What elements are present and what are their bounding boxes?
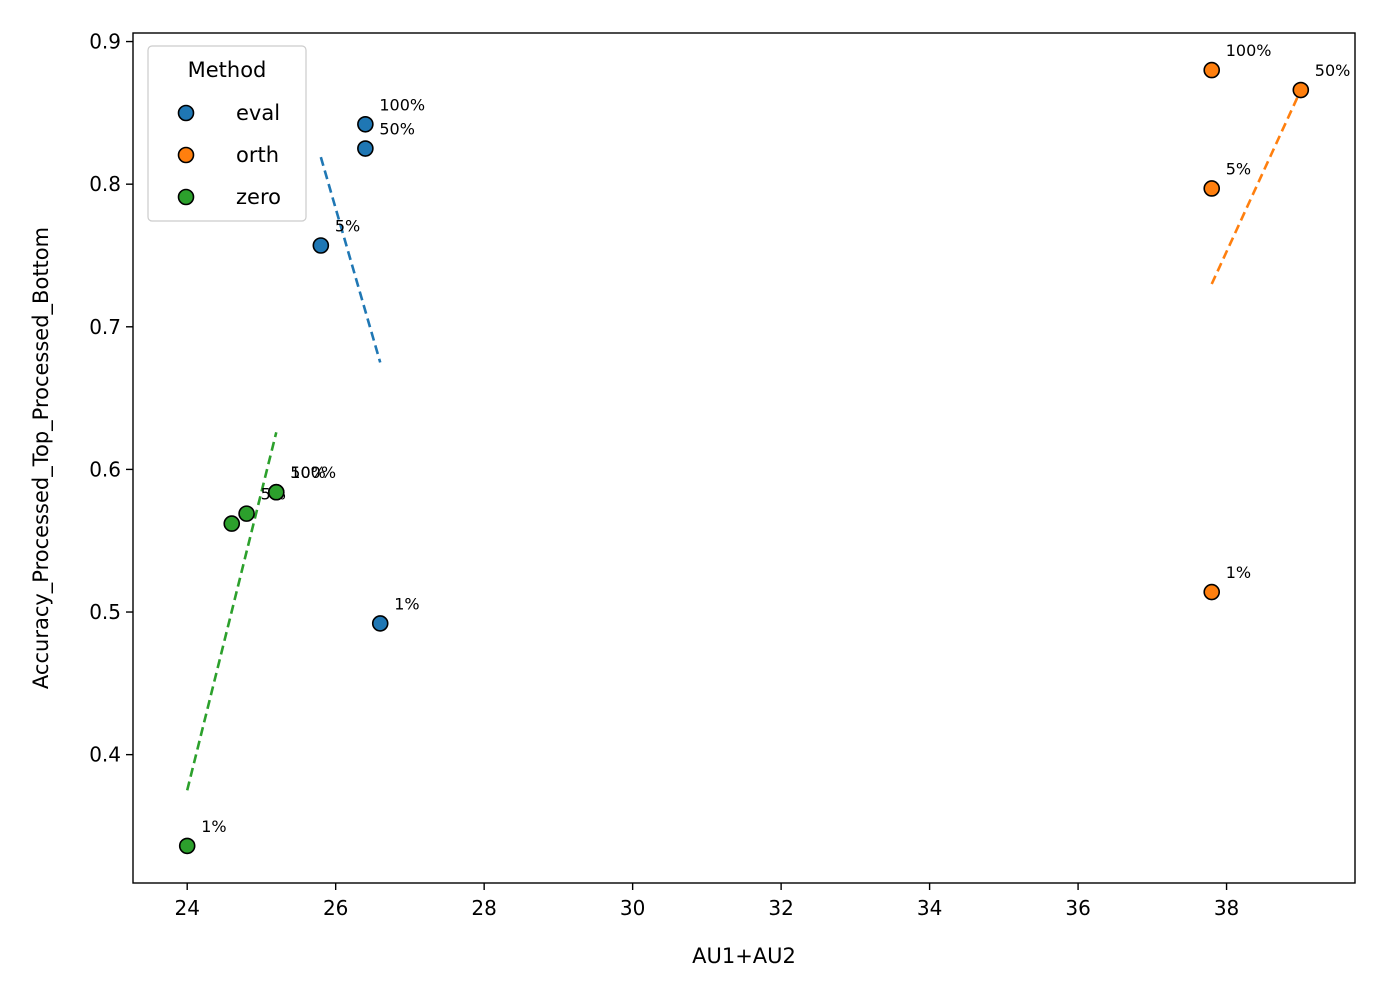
trend-line-zero	[185, 432, 278, 791]
point-label: 1%	[394, 594, 419, 613]
point-label: 50%	[290, 463, 326, 482]
trend-line-eval	[319, 156, 382, 363]
data-point	[1203, 180, 1221, 197]
y-tick-label: 0.6	[89, 457, 121, 481]
point-label: 100%	[1226, 41, 1272, 60]
x-tick-label: 28	[471, 896, 496, 920]
x-tick-label: 30	[620, 896, 645, 920]
legend-title: Method	[188, 58, 267, 82]
point-label: 5%	[335, 217, 360, 236]
x-tick-label: 34	[917, 896, 942, 920]
x-tick-label: 38	[1214, 896, 1239, 920]
point-label: 100%	[379, 95, 425, 114]
point-label: 50%	[1315, 61, 1351, 80]
y-tick-label: 0.8	[89, 172, 121, 196]
data-point	[357, 140, 374, 157]
data-point	[1203, 61, 1221, 79]
x-axis-label: AU1+AU2	[692, 944, 796, 968]
x-tick-label: 32	[768, 896, 793, 920]
y-axis: 0.4 0.5 0.6 0.7 0.8 0.9	[89, 30, 133, 767]
point-label: 100%	[290, 463, 336, 482]
legend-entries: eval orth zero	[177, 101, 281, 209]
data-point	[312, 237, 330, 254]
legend-marker	[177, 188, 195, 206]
trend-line-orth	[1210, 89, 1302, 285]
y-tick-label: 0.4	[89, 743, 121, 767]
legend-box	[147, 45, 307, 222]
legend: Method eval orth zero	[147, 45, 307, 222]
legend-label: orth	[236, 143, 279, 167]
series-zero: 1%5%50%100%	[178, 432, 336, 855]
point-label: 50%	[379, 120, 415, 139]
y-tick-label: 0.9	[89, 30, 121, 54]
y-axis-label: Accuracy_Processed_Top_Processed_Bottom	[29, 227, 54, 689]
data-point	[238, 505, 255, 522]
x-tick-label: 26	[323, 896, 348, 920]
point-label: 1%	[1226, 563, 1251, 582]
x-axis: 24 26 28 30 32 34 36 38	[174, 883, 1239, 920]
legend-label: zero	[236, 185, 281, 209]
x-tick-label: 24	[174, 896, 199, 920]
data-point	[267, 483, 285, 501]
x-tick-label: 36	[1065, 896, 1090, 920]
data-point	[223, 515, 241, 532]
point-label: 5%	[1226, 159, 1251, 178]
point-label: 1%	[201, 817, 226, 836]
y-tick-label: 0.5	[89, 600, 121, 624]
plot-layer: 1%5%50%100%1%5%50%100%1%5%50%100%	[178, 41, 1351, 855]
data-point	[371, 615, 389, 632]
data-point	[178, 837, 196, 855]
y-tick-label: 0.7	[89, 315, 121, 339]
data-point	[357, 115, 374, 133]
series-orth: 1% 5% 50% 100%	[1203, 41, 1351, 601]
legend-marker	[177, 104, 195, 122]
series-eval: 1% 5% 50% 100%	[312, 95, 425, 632]
plot-frame	[132, 32, 1356, 884]
data-point	[1292, 81, 1310, 99]
data-point	[1203, 583, 1221, 601]
legend-marker	[177, 146, 195, 164]
legend-label: eval	[236, 101, 280, 125]
